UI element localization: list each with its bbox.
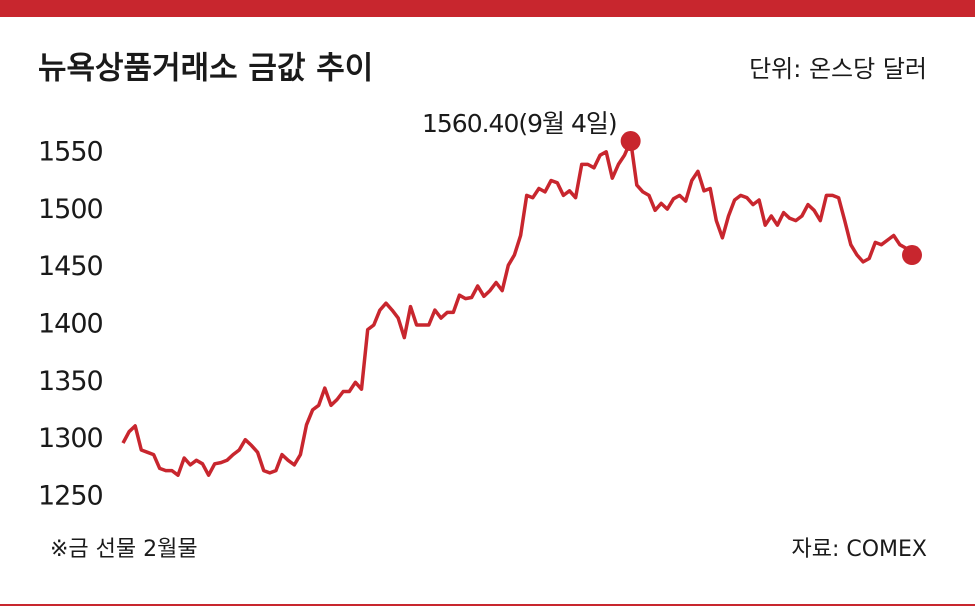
- unit-label: 단위: 온스당 달러: [749, 55, 927, 83]
- end-marker: [902, 245, 922, 266]
- peak-label: 1560.40(9월 4일): [422, 109, 617, 138]
- y-tick-label: 1300: [38, 423, 103, 454]
- y-tick-label: 1350: [38, 366, 103, 397]
- bottom-rule: [0, 604, 975, 606]
- chart-title: 뉴욕상품거래소 금값 추이: [38, 51, 373, 87]
- source: 자료: COMEX: [791, 537, 927, 562]
- y-tick-label: 1400: [38, 308, 103, 339]
- price-line: [121, 139, 914, 477]
- note: ※금 선물 2월물: [50, 537, 198, 562]
- y-tick-label: 1450: [38, 251, 103, 282]
- y-tick-label: 1550: [38, 136, 103, 167]
- y-tick-label: 1250: [38, 481, 103, 512]
- peak-marker: [620, 131, 641, 152]
- y-tick-label: 1500: [38, 194, 103, 225]
- top-bar: [0, 0, 975, 17]
